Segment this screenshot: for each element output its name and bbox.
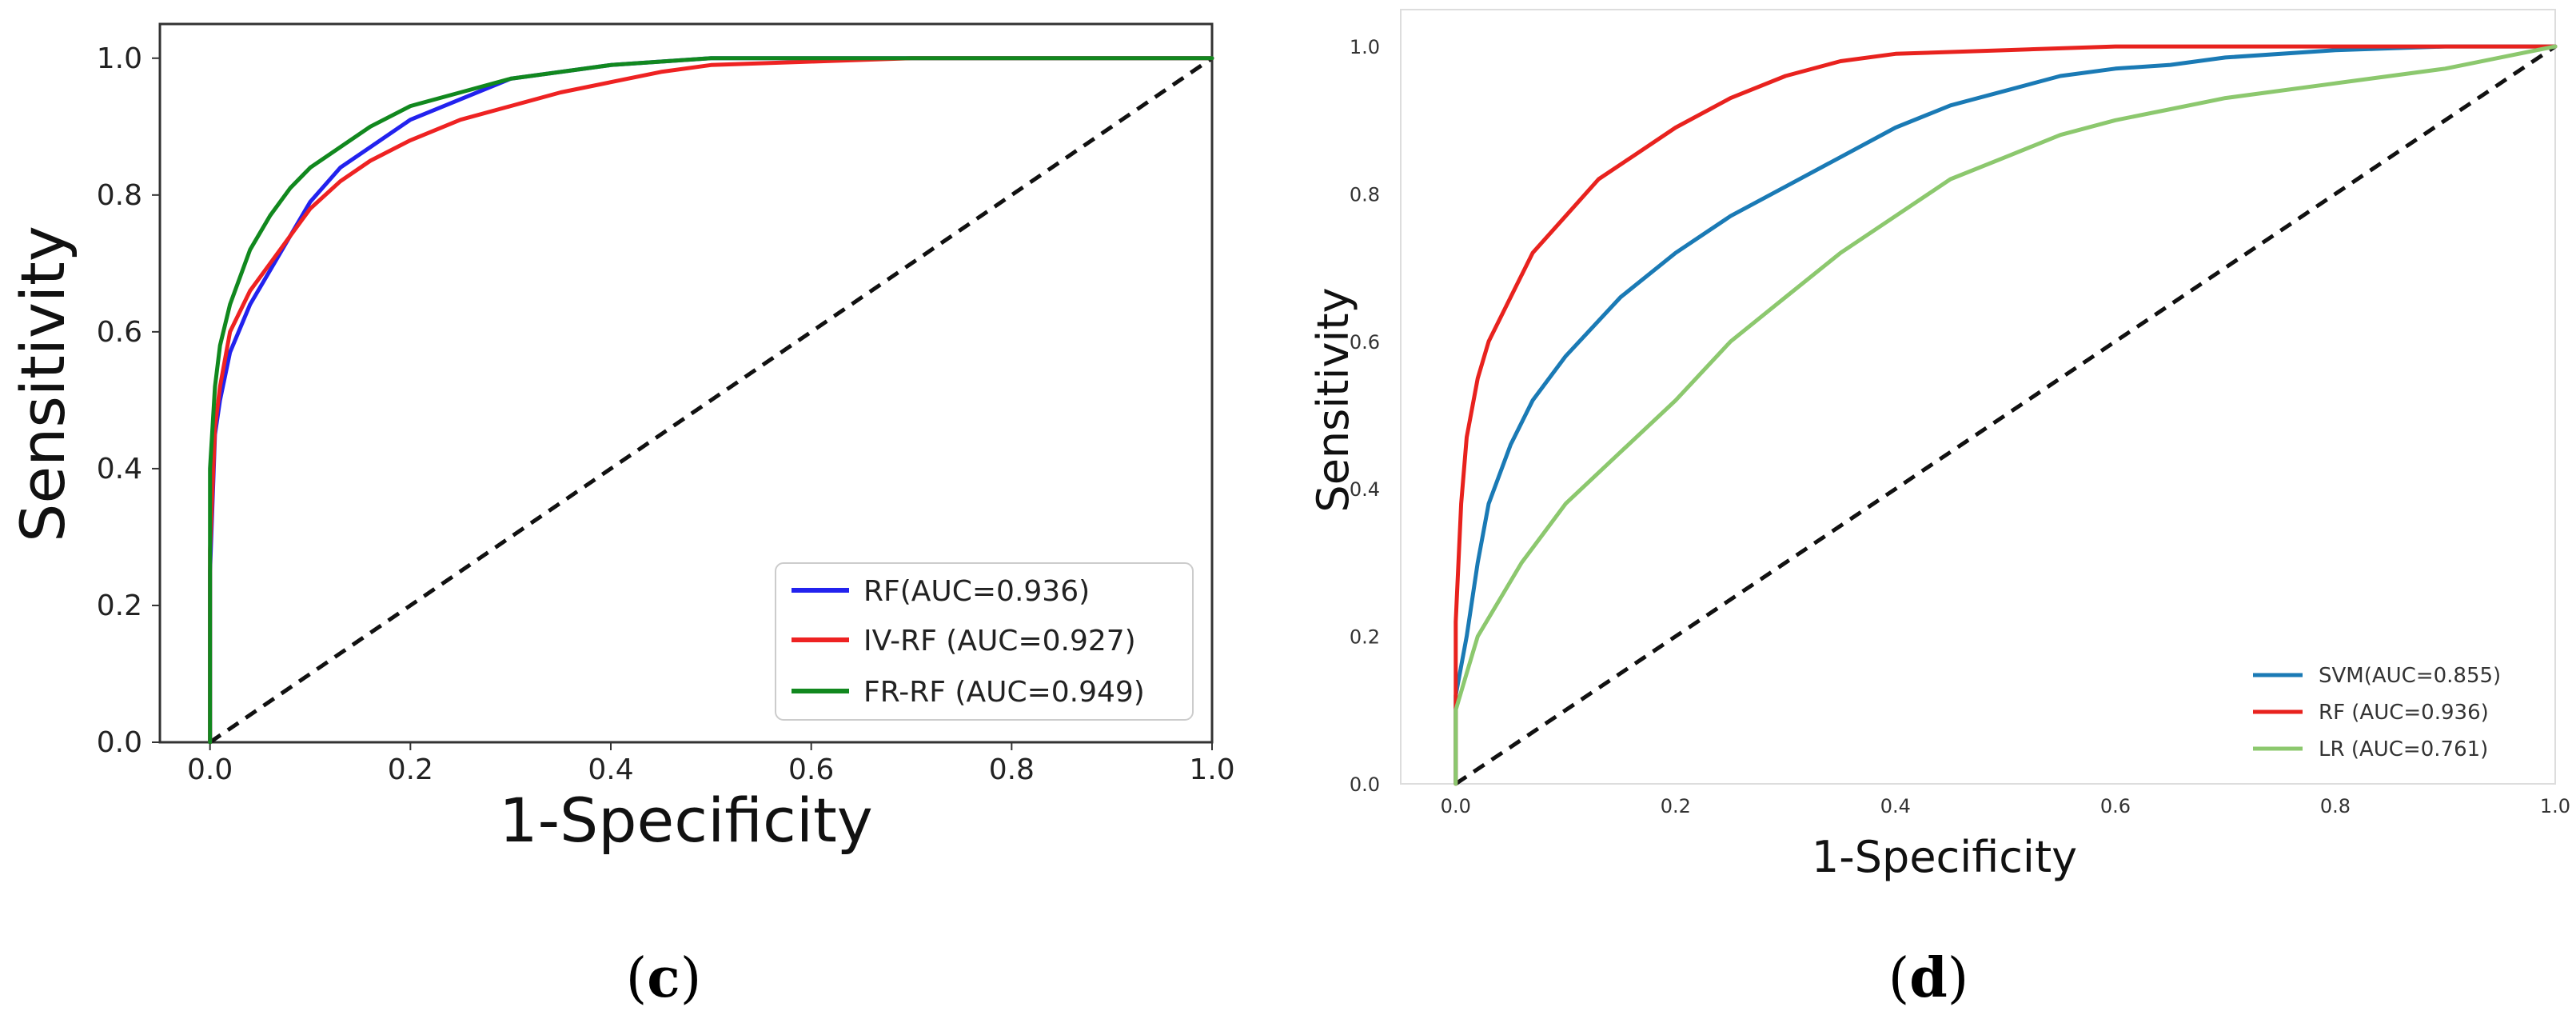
ticks-c: 0.0 0.2 0.4 0.6 0.8 1.0 0.0 0.2 0.4 0.6 0.8 1.0 [97, 42, 1235, 786]
panel-letter-c: c [647, 946, 680, 1010]
roc-curve-d-0 [1453, 44, 2558, 786]
panel-c: 0.0 0.2 0.4 0.6 0.8 1.0 0.0 0.2 0.4 0.6 0.8 1.0 RF(… [7, 22, 1235, 1010]
series-group-d [1453, 44, 2558, 786]
chance-diagonal-d [1454, 45, 2557, 786]
x-tick-label-c: 0.2 [388, 753, 433, 786]
legend-label-rf-d: RF (AUC=0.936) [2319, 701, 2489, 725]
x-tick-label-d: 0.4 [1880, 795, 1911, 817]
y-tick-label-c: 0.4 [97, 453, 142, 486]
x-tick-label-d: 0.6 [2100, 795, 2131, 817]
plot-frame-d [1400, 9, 2556, 785]
y-tick-label-c: 0.0 [97, 726, 142, 759]
legend-label-lr-d: LR (AUC=0.761) [2319, 737, 2488, 761]
y-tick-label-c: 0.8 [97, 179, 142, 212]
x-tick-label-d: 0.2 [1661, 795, 1691, 817]
legend-label-svm-d: SVM(AUC=0.855) [2319, 664, 2501, 688]
x-tick-label-c: 0.0 [187, 753, 233, 786]
legend-d: SVM(AUC=0.855) RF (AUC=0.936) LR (AUC=0.… [2253, 664, 2501, 761]
panel-label-d: (d) [1888, 946, 1969, 1010]
roc-curve-d-1 [1453, 44, 2558, 786]
roc-curve-c-1 [208, 56, 1214, 745]
y-tick-label-d: 0.6 [1350, 331, 1380, 354]
legend-label-ivrf-c: IV-RF (AUC=0.927) [863, 625, 1136, 657]
x-tick-label-d: 0.0 [1441, 795, 1471, 817]
y-tick-label-c: 1.0 [97, 42, 142, 75]
y-tick-label-c: 0.6 [97, 316, 142, 349]
y-tick-label-d: 0.4 [1350, 478, 1380, 501]
legend-label-frrf-c: FR-RF (AUC=0.949) [863, 676, 1145, 709]
panel-letter-d: d [1909, 946, 1948, 1010]
y-tick-label-d: 0.8 [1350, 183, 1380, 206]
roc-curve-c-2 [208, 56, 1214, 745]
x-tick-label-c: 0.8 [989, 753, 1035, 786]
legend-box-c [775, 562, 1194, 721]
y-tick-label-d: 0.2 [1350, 626, 1380, 649]
y-axis-label-d: Sensitivity [1308, 287, 1358, 512]
panel-label-c: (c) [626, 946, 701, 1010]
y-tick-label-d: 0.0 [1350, 773, 1380, 796]
x-tick-label-d: 0.8 [2320, 795, 2351, 817]
x-tick-label-c: 0.4 [588, 753, 633, 786]
legend-c: RF(AUC=0.936) IV-RF (AUC=0.927) FR-RF (A… [775, 562, 1194, 721]
y-tick-label-c: 0.2 [97, 589, 142, 622]
y-axis-label-c: Sensitivity [7, 226, 78, 542]
x-axis-label-d: 1-Specificity [1812, 832, 2077, 882]
x-tick-label-c: 0.6 [788, 753, 834, 786]
legend-label-rf-c: RF(AUC=0.936) [863, 575, 1090, 608]
x-tick-label-c: 1.0 [1189, 753, 1234, 786]
ticks-d: 0.0 0.2 0.4 0.6 0.8 1.0 0.0 0.2 0.4 0.6 0.8 1.0 [1350, 36, 2570, 817]
panel-d: 0.0 0.2 0.4 0.6 0.8 1.0 0.0 0.2 0.4 0.6 0.8 1.0 SVM… [1308, 9, 2570, 1010]
x-tick-label-d: 1.0 [2540, 795, 2570, 817]
y-tick-label-d: 1.0 [1350, 36, 1380, 58]
chance-diagonal-c [209, 56, 1214, 745]
roc-curve-d-2 [1453, 44, 2558, 786]
series-group-c [208, 56, 1214, 745]
x-axis-label-c: 1-Specificity [499, 785, 872, 856]
